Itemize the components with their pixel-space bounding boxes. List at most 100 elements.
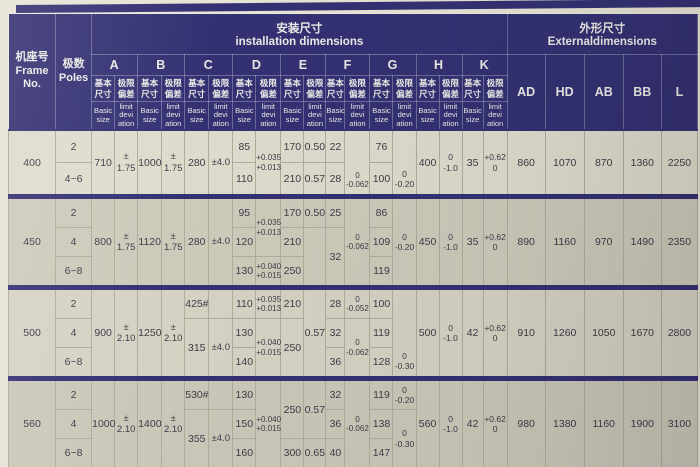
table-cell: 1160 — [544, 196, 585, 288]
subheader-basic-size-en: Basic size — [415, 101, 440, 131]
table-cell: 110 — [232, 162, 257, 197]
table-cell: 0.50 — [303, 196, 327, 228]
poles: 2 — [55, 287, 93, 319]
subheader-limit-deviation-en: limit devi ation — [303, 101, 327, 131]
table-cell: 3100 — [660, 378, 699, 467]
installation-dimensions-header: 安装尺寸 installation dimensions — [91, 13, 508, 55]
table-row: 560 2 1000 ± 2.10 1400 ± 2.10 530# 130 +0.040 +0… — [7, 378, 699, 467]
table-cell: 870 — [583, 129, 624, 197]
table-cell: 0 -0.062 — [344, 129, 371, 197]
col-header-ab: AB — [583, 54, 624, 131]
col-header-l: L — [660, 54, 699, 131]
subheader-limit-deviation-en: limit devi ation — [438, 101, 463, 131]
table-cell: 1000 — [137, 129, 163, 197]
subheader-limit-deviation-en: limit devi ation — [255, 101, 282, 131]
subheader-basic-size-en: Basic size — [184, 101, 210, 131]
table-cell: 36 — [325, 347, 346, 379]
table-cell: ± 1.75 — [114, 196, 139, 288]
table-cell: 1360 — [622, 129, 662, 197]
table-cell: +0.62 0 — [482, 129, 508, 197]
table-cell: +0.040 +0.015 — [255, 378, 282, 467]
col-header-f: F — [325, 54, 371, 76]
table-cell: 300 — [280, 438, 305, 467]
table-cell: 800 — [91, 196, 116, 288]
table-cell: 42 — [461, 378, 484, 467]
table-cell: 170 — [280, 129, 305, 163]
subheader-basic-size-zh: 基本 尺寸 — [369, 75, 394, 102]
table-cell: 40 — [325, 438, 346, 467]
table-cell: 35 — [461, 196, 484, 288]
installation-title-en: installation dimensions — [235, 36, 364, 48]
table-cell: 0 -1.0 — [438, 129, 463, 197]
poles-label-en: Poles — [58, 71, 89, 84]
table-cell: 140 — [232, 347, 257, 379]
poles: 6~8 — [55, 347, 93, 379]
table-cell: 1070 — [544, 129, 585, 197]
table-cell: 280 — [184, 196, 210, 288]
table-cell: 120 — [232, 227, 257, 257]
table-cell: 119 — [369, 318, 394, 348]
subheader-limit-deviation-en: limit devi ation — [344, 101, 371, 131]
table-cell: ±4.0 — [208, 196, 234, 288]
table-cell: 95 — [232, 196, 257, 228]
poles: 2 — [55, 129, 93, 163]
table-cell: 1250 — [137, 287, 163, 379]
table-cell: 210 — [280, 227, 305, 257]
table-cell: +0.035 +0.013 — [255, 287, 282, 319]
subheader-basic-size-en: Basic size — [369, 101, 394, 131]
table-cell: 210 — [280, 162, 305, 197]
table-cell: 1400 — [137, 378, 163, 467]
installation-title-zh: 安装尺寸 — [276, 23, 323, 35]
poles: 2 — [55, 196, 93, 228]
subheader-limit-deviation-zh: 极限 偏差 — [208, 75, 234, 102]
subheader-basic-size-en: Basic size — [325, 101, 346, 131]
subheader-limit-deviation-zh: 极限 偏差 — [344, 75, 371, 102]
subheader-basic-size-zh: 基本 尺寸 — [461, 75, 484, 102]
col-header-d: D — [232, 54, 282, 76]
frame-no-label-en: Frame No. — [15, 64, 49, 91]
subheader-basic-size-zh: 基本 尺寸 — [91, 75, 116, 102]
table-cell: 35 — [461, 129, 484, 197]
table-cell: 0 -1.0 — [438, 196, 463, 288]
table-cell: ± 2.10 — [161, 378, 186, 467]
frame-group-500: 500 2 900 ± 2.10 1250 ± 2.10 425# 110 +0.035 +0.… — [7, 287, 699, 379]
frame-no: 450 — [7, 196, 57, 288]
frame-no-label-zh: 机座号 — [15, 50, 49, 63]
subheader-limit-deviation-en: limit devi ation — [482, 101, 508, 131]
poles: 6~8 — [55, 256, 93, 288]
table-row: 6~8 160 300 0.65 40 147 — [9, 438, 698, 467]
table-cell: ± 1.75 — [161, 196, 186, 288]
table-cell: 0 -1.0 — [438, 378, 463, 467]
table-cell: 500 — [415, 287, 440, 379]
table-cell: 1160 — [583, 378, 624, 467]
table-cell: 119 — [369, 256, 394, 288]
table-cell: 2250 — [660, 129, 699, 197]
frame-group-560: 560 2 1000 ± 2.10 1400 ± 2.10 530# 130 +0.040 +0… — [7, 378, 699, 467]
table-cell: 1900 — [622, 378, 662, 467]
table-cell: 1670 — [622, 287, 662, 379]
table-cell: 170 — [280, 196, 305, 228]
poles: 4 — [55, 227, 93, 257]
subheader-basic-size-zh: 基本 尺寸 — [325, 75, 346, 102]
table-cell: 147 — [369, 438, 394, 467]
subheader-limit-deviation-en: limit devi ation — [114, 101, 139, 131]
poles: 4 — [55, 409, 93, 439]
table-cell: 100 — [369, 162, 394, 197]
table-row: 6~8 140 36 128 — [9, 347, 698, 379]
table-cell: 0 -0.062 — [344, 196, 371, 288]
table-row: 450 2 800 ± 1.75 1120 ± 1.75 280 ±4.0 95 +0.035 +… — [7, 196, 699, 288]
table-row: 4~6 110 210 0.57 28 100 — [9, 162, 698, 197]
poles-label-zh: 极数 — [62, 57, 85, 70]
table-cell: 0.57 — [303, 287, 327, 379]
frame-no-header: 机座号 Frame No. — [7, 13, 57, 131]
table-cell: 355 — [184, 409, 210, 467]
table-cell: +0.62 0 — [482, 287, 508, 379]
table-cell: 0.57 — [303, 162, 327, 197]
table-cell: 150 — [232, 409, 257, 439]
table-cell: 0 -0.30 — [392, 409, 417, 467]
table-cell: 0 -0.30 — [392, 287, 417, 379]
table-cell: 22 — [325, 129, 346, 163]
frame-group-450: 450 2 800 ± 1.75 1120 ± 1.75 280 ±4.0 95 +0.035 +… — [7, 196, 699, 288]
top-navy-strip — [15, 0, 700, 14]
